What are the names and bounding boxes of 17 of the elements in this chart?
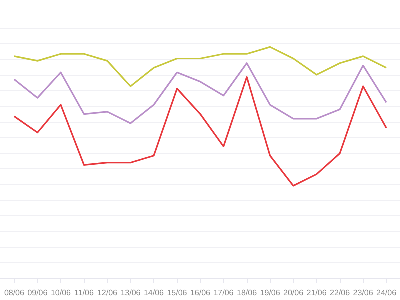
x-tick-label: 08/06: [4, 288, 26, 298]
x-tick-label: 21/06: [306, 288, 328, 298]
x-tick-label: 23/06: [353, 288, 374, 298]
x-tick-label: 10/06: [50, 288, 72, 298]
x-tick-label: 11/06: [74, 288, 94, 298]
x-tick-label: 13/06: [120, 288, 142, 298]
x-tick-label: 22/06: [330, 288, 351, 298]
x-tick-label: 09/06: [28, 288, 48, 298]
x-tick-label: 18/06: [237, 288, 258, 298]
x-tick-label: 15/06: [167, 288, 188, 298]
x-tick-label: 24/06: [376, 288, 398, 298]
x-tick-label: 14/06: [144, 288, 165, 298]
x-tick-label: 12/06: [97, 288, 118, 298]
x-tick-label: 17/06: [214, 288, 234, 298]
x-tick-label: 19/06: [260, 288, 281, 298]
x-tick-label: 20/06: [284, 288, 304, 298]
x-tick-label: 16/06: [190, 288, 212, 298]
